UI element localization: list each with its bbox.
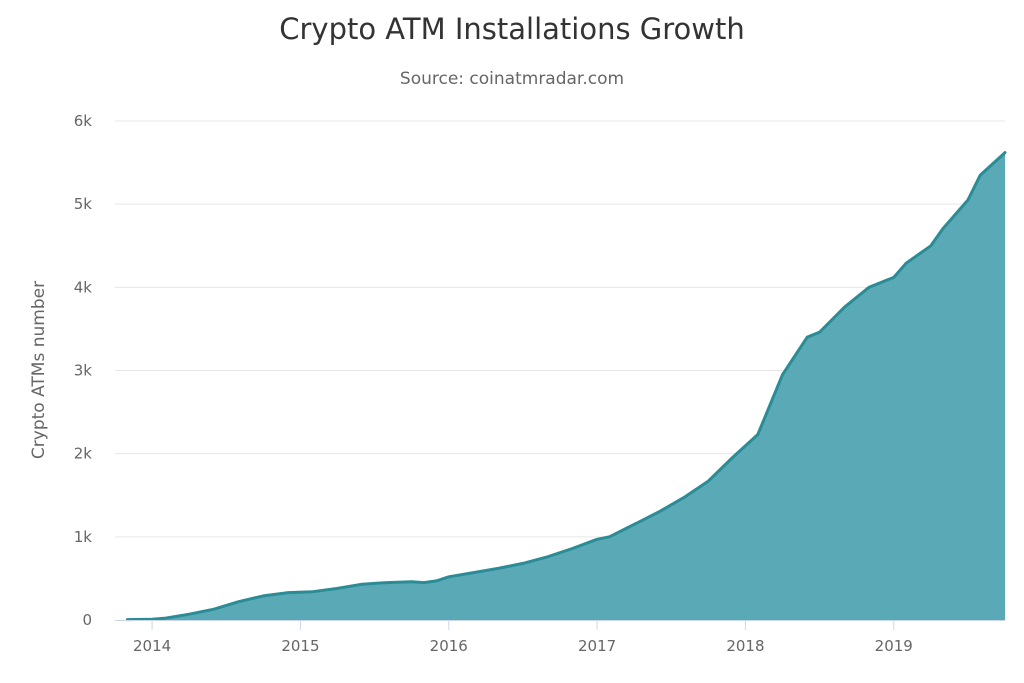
series-line xyxy=(125,151,1007,622)
y-tick-label: 1k xyxy=(74,528,93,546)
y-tick-label: 6k xyxy=(74,112,93,130)
y-tick-label: 2k xyxy=(74,445,93,463)
y-tick-label: 0 xyxy=(82,611,92,629)
chart-title: Crypto ATM Installations Growth xyxy=(279,12,745,46)
area-fill xyxy=(127,152,1005,620)
x-tick-label: 2019 xyxy=(875,637,913,655)
chart-subtitle: Source: coinatmradar.com xyxy=(399,69,625,89)
y-tick-label: 5k xyxy=(74,195,93,213)
area-layer xyxy=(125,151,1007,622)
y-tick-label: 4k xyxy=(74,278,93,296)
x-tick-labels: 2014 2015 2016 2017 2018 2019 xyxy=(133,637,913,655)
x-tick-label: 2018 xyxy=(726,637,764,655)
x-tick-label: 2016 xyxy=(430,637,468,655)
y-axis-label: Crypto ATMs number xyxy=(29,281,49,459)
x-tick-label: 2014 xyxy=(133,637,171,655)
x-tick-label: 2015 xyxy=(281,637,319,655)
y-tick-label: 3k xyxy=(74,362,93,380)
x-axis xyxy=(115,620,1005,630)
x-tick-label: 2017 xyxy=(578,637,616,655)
y-tick-labels: 0 1k 2k 3k 4k 5k 6k xyxy=(74,112,93,629)
